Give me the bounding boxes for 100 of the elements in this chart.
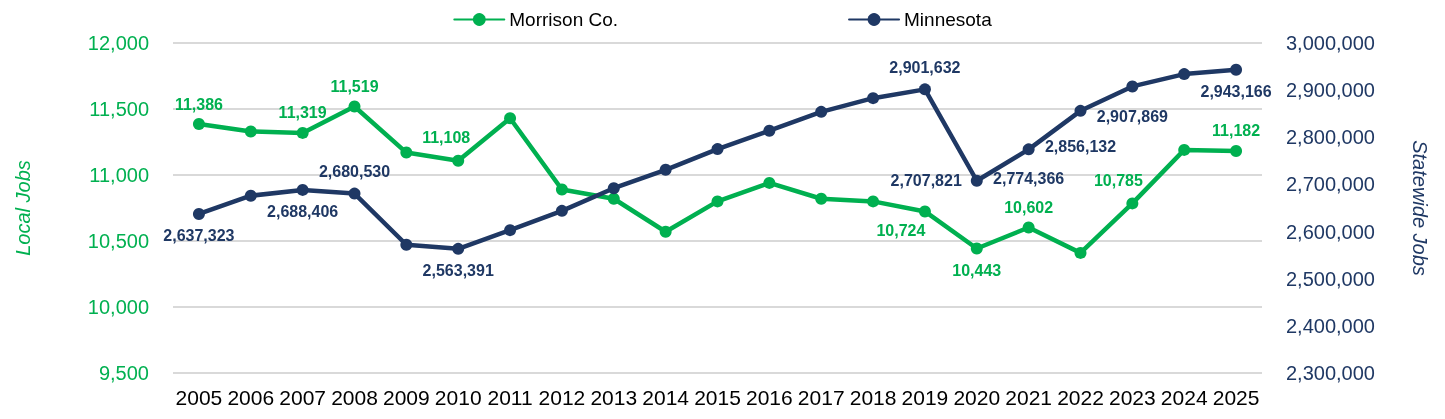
x-tick-label: 2010	[434, 386, 482, 409]
point	[711, 143, 724, 156]
point	[1178, 143, 1191, 156]
point	[504, 112, 517, 125]
x-tick-label: 2019	[901, 386, 949, 409]
point	[555, 204, 568, 217]
point	[1074, 246, 1087, 259]
point	[763, 176, 776, 189]
point	[763, 124, 776, 137]
x-tick-label: 2018	[849, 386, 897, 409]
point	[918, 83, 931, 96]
data-label: 2,707,821	[890, 172, 962, 190]
point	[918, 205, 931, 218]
y2-tick-label: 2,300,000	[1286, 362, 1375, 384]
legend-label: Morrison Co.	[509, 9, 619, 30]
data-label: 2,943,166	[1200, 83, 1272, 101]
x-tick-label: 2016	[746, 386, 793, 409]
y-tick-label: 9,500	[98, 362, 149, 384]
x-tick-label: 2014	[642, 386, 690, 409]
point	[607, 192, 620, 205]
point	[296, 183, 309, 196]
point	[244, 189, 257, 202]
point	[192, 207, 205, 220]
x-tick-label: 2007	[279, 386, 326, 409]
x-tick-label: 2021	[1005, 386, 1052, 409]
data-label: 2,901,632	[889, 58, 961, 76]
point	[1074, 104, 1087, 117]
legend-label: Minnesota	[904, 9, 993, 30]
y-tick-label: 10,000	[87, 296, 149, 318]
point	[970, 242, 983, 255]
y2-tick-label: 3,000,000	[1286, 32, 1375, 54]
point	[504, 224, 517, 237]
point	[1022, 221, 1035, 234]
point	[400, 238, 413, 251]
point	[452, 242, 465, 255]
y2-tick-label: 2,700,000	[1286, 173, 1375, 196]
x-tick-label: 2015	[694, 386, 741, 409]
data-label: 10,443	[952, 262, 1002, 280]
point	[244, 125, 257, 138]
y2-tick-label: 2,800,000	[1286, 126, 1375, 149]
point	[815, 192, 828, 205]
data-label: 10,602	[1004, 199, 1054, 217]
point	[1126, 197, 1139, 210]
y-tick-label: 10,500	[87, 230, 149, 252]
x-tick-label: 2020	[953, 386, 1001, 409]
point	[659, 225, 672, 238]
data-label: 2,680,530	[318, 163, 391, 181]
point	[659, 163, 672, 176]
y-tick-label: 11,000	[89, 164, 149, 186]
point	[192, 118, 205, 131]
point	[1126, 80, 1139, 93]
x-tick-label: 2025	[1212, 386, 1260, 409]
point	[1230, 63, 1243, 76]
point	[711, 195, 724, 208]
point	[400, 146, 413, 159]
point	[1178, 68, 1191, 81]
point	[555, 183, 568, 196]
data-label: 2,688,406	[267, 203, 339, 221]
x-tick-label: 2005	[175, 386, 223, 409]
data-label: 11,386	[174, 95, 224, 113]
data-label: 10,724	[876, 221, 926, 239]
data-label: 11,108	[422, 129, 471, 147]
point	[867, 195, 880, 208]
y2-tick-label: 2,900,000	[1286, 79, 1375, 102]
data-label: 10,785	[1093, 171, 1143, 189]
x-tick-label: 2023	[1109, 386, 1156, 409]
point	[348, 187, 361, 200]
point	[607, 182, 620, 195]
point	[867, 92, 880, 105]
y2-tick-label: 2,600,000	[1286, 220, 1375, 243]
x-tick-label: 2006	[227, 386, 275, 409]
x-tick-label: 2013	[590, 386, 638, 409]
y-tick-label: 11,500	[89, 98, 149, 120]
data-label: 2,856,132	[1044, 138, 1117, 156]
point	[296, 126, 309, 139]
data-label: 11,182	[1212, 122, 1261, 140]
point	[1022, 143, 1035, 156]
data-label: 2,907,869	[1096, 107, 1169, 125]
y2-tick-label: 2,500,000	[1286, 267, 1375, 290]
data-label: 2,637,323	[163, 227, 235, 245]
data-label: 11,319	[278, 104, 327, 122]
x-tick-label: 2012	[538, 386, 586, 409]
data-label: 2,774,366	[993, 169, 1065, 187]
data-label: 11,519	[330, 77, 379, 95]
point	[348, 100, 361, 113]
point	[1230, 144, 1243, 157]
x-tick-label: 2011	[487, 386, 533, 409]
x-tick-label: 2009	[383, 386, 430, 409]
y-axis-title: Local Jobs	[12, 160, 34, 256]
x-tick-label: 2024	[1160, 386, 1208, 409]
point	[452, 154, 465, 167]
y2-axis-title: Statewide Jobs	[1409, 140, 1431, 276]
point	[970, 174, 983, 187]
y-tick-label: 12,000	[87, 32, 149, 54]
point	[815, 105, 828, 118]
x-tick-label: 2022	[1057, 386, 1104, 409]
y2-tick-label: 2,400,000	[1286, 314, 1375, 337]
x-tick-label: 2008	[331, 386, 378, 409]
x-tick-label: 2017	[797, 386, 845, 409]
data-label: 2,563,391	[422, 262, 494, 280]
